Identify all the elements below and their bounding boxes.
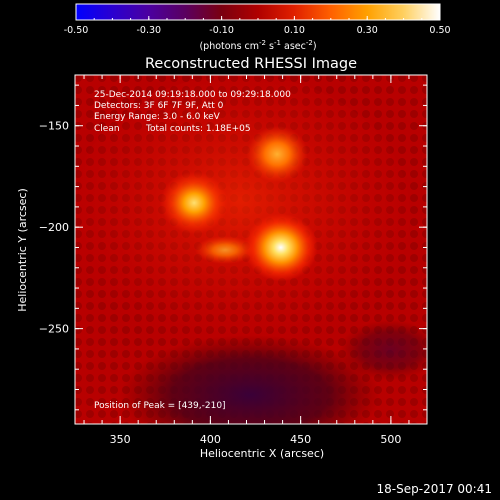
diffuse-glow [75, 75, 410, 355]
bridge-emission [195, 236, 255, 264]
source-1 [243, 213, 318, 282]
x-tick-label: 350 [110, 433, 131, 446]
heatmap-image [75, 75, 427, 424]
footer-timestamp: 18-Sep-2017 00:41 [377, 482, 492, 496]
colorbar [75, 3, 441, 21]
info-time-range: 25-Dec-2014 09:19:18.000 to 09:29:18.000 [94, 90, 291, 100]
colorbar-tick-label: 0.50 [429, 25, 450, 36]
negative-region-right [340, 320, 427, 380]
y-tick-label: −250 [39, 323, 69, 336]
x-tick-label: 450 [290, 433, 311, 446]
info-clean-label: Clean [94, 124, 120, 134]
source-3 [246, 126, 308, 183]
colorbar-tick-label: -0.30 [137, 25, 162, 36]
negative-region [120, 335, 380, 424]
plot-frame [74, 74, 428, 425]
info-total-counts: Total counts: 1.18E+05 [145, 124, 251, 134]
colorbar-tick-label: 0.10 [284, 25, 305, 36]
colorbar-ticks: -0.50 -0.30 -0.10 0.10 0.30 0.50 [64, 16, 451, 36]
sources-layer [160, 126, 318, 282]
x-axis-label: Heliocentric X (arcsec) [200, 447, 324, 460]
axes: 350 400 450 500 −150 −200 −250 [39, 75, 427, 446]
x-tick-label: 400 [200, 433, 221, 446]
colorbar-tick-label: 0.30 [357, 25, 378, 36]
info-block: 25-Dec-2014 09:19:18.000 to 09:29:18.000… [94, 90, 291, 134]
x-tick-label: 500 [380, 433, 401, 446]
colorbar-unit-label: (photons cm-2 s-1 asec-2) [199, 39, 316, 52]
y-axis-label: Heliocentric Y (arcsec) [16, 188, 29, 312]
peak-position-text: Position of Peak = [439,-210] [94, 401, 226, 411]
info-detectors: Detectors: 3F 6F 7F 9F, Att 0 [94, 101, 224, 111]
y-tick-label: −150 [39, 120, 69, 133]
colorbar-tick-label: -0.10 [209, 25, 234, 36]
y-tick-label: −200 [39, 221, 69, 234]
colorbar-tick-label: -0.50 [64, 25, 89, 36]
info-energy-range: Energy Range: 3.0 - 6.0 keV [94, 112, 221, 122]
source-2 [160, 171, 229, 235]
plot-title: Reconstructed RHESSI Image [145, 56, 357, 72]
